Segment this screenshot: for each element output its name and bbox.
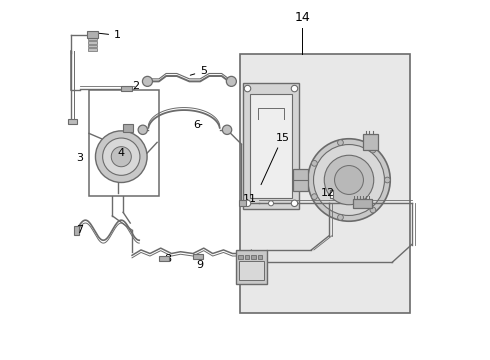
Text: 8: 8 — [164, 255, 171, 265]
Bar — [159, 256, 170, 261]
Circle shape — [370, 147, 376, 153]
Text: 14: 14 — [294, 11, 310, 24]
Bar — [238, 255, 243, 259]
Bar — [89, 90, 159, 196]
Bar — [245, 255, 249, 259]
Circle shape — [291, 200, 298, 207]
Text: 7: 7 — [76, 225, 84, 235]
Text: 10: 10 — [247, 250, 261, 265]
Bar — [330, 190, 333, 198]
Circle shape — [111, 147, 131, 167]
Text: 1: 1 — [99, 30, 121, 40]
Text: 15: 15 — [261, 132, 290, 185]
Bar — [239, 261, 264, 280]
Circle shape — [291, 85, 298, 92]
Bar — [240, 54, 410, 313]
Bar — [236, 250, 267, 284]
Bar — [88, 45, 97, 47]
Circle shape — [222, 125, 232, 134]
Circle shape — [335, 166, 364, 194]
Circle shape — [102, 138, 140, 175]
Bar — [88, 38, 97, 40]
Text: 5: 5 — [190, 66, 207, 76]
Circle shape — [226, 76, 236, 86]
Bar — [194, 253, 203, 258]
Text: 13: 13 — [347, 185, 361, 199]
Circle shape — [338, 140, 343, 145]
Text: 9: 9 — [196, 256, 204, 270]
Circle shape — [370, 207, 376, 213]
Bar — [68, 119, 77, 125]
Circle shape — [385, 177, 390, 183]
Circle shape — [245, 85, 251, 92]
Circle shape — [269, 201, 273, 206]
Circle shape — [338, 215, 343, 220]
Text: 4: 4 — [118, 148, 125, 158]
Circle shape — [312, 194, 318, 199]
Bar — [88, 48, 97, 51]
Circle shape — [138, 125, 147, 134]
Text: 3: 3 — [76, 153, 83, 163]
Text: 12: 12 — [320, 188, 335, 198]
Text: 11: 11 — [243, 194, 257, 203]
Bar — [364, 134, 378, 150]
Bar — [123, 125, 133, 132]
Text: 6: 6 — [193, 120, 202, 130]
Text: 2: 2 — [125, 81, 139, 91]
Bar — [87, 31, 98, 39]
Circle shape — [245, 200, 251, 207]
Bar — [122, 86, 132, 91]
Bar — [74, 226, 79, 234]
Circle shape — [308, 139, 390, 221]
Bar — [239, 201, 245, 206]
Circle shape — [143, 76, 152, 86]
Bar — [353, 199, 372, 208]
Bar — [243, 83, 299, 209]
Circle shape — [96, 131, 147, 183]
Bar — [250, 94, 293, 198]
Bar — [251, 255, 256, 259]
Bar — [294, 169, 308, 191]
Bar — [258, 255, 262, 259]
Circle shape — [314, 144, 385, 216]
Circle shape — [312, 161, 318, 166]
Bar — [88, 41, 97, 44]
Circle shape — [324, 155, 374, 205]
